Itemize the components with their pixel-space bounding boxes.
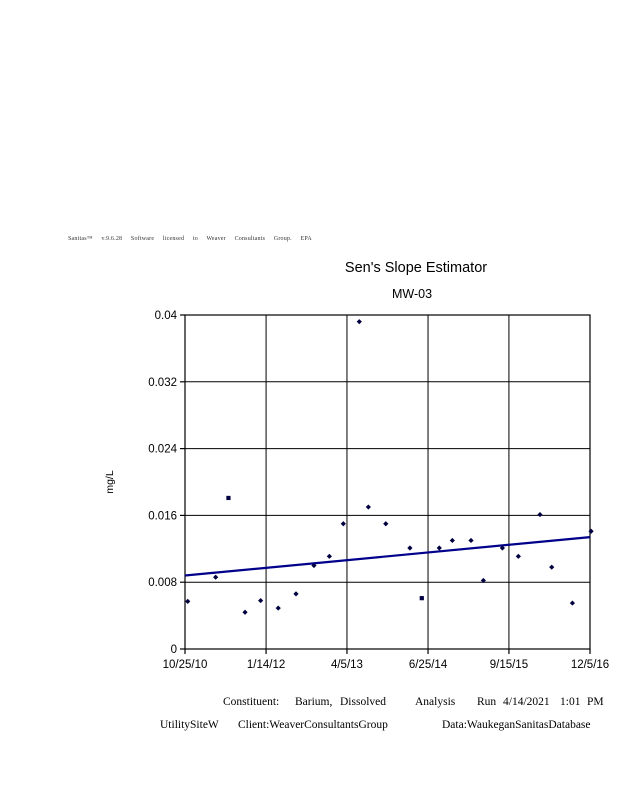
data-point <box>449 537 455 544</box>
y-tick-label: 0.016 <box>148 510 177 522</box>
chart-title: Sen's Slope Estimator <box>344 260 488 276</box>
x-tick-label: 10/25/10 <box>163 659 208 671</box>
data-point <box>326 553 332 559</box>
chart-subtitle: MW-03 <box>391 287 433 301</box>
data-point <box>468 537 474 544</box>
plot-border <box>184 314 591 650</box>
data-point <box>293 591 299 597</box>
data-point <box>436 545 442 551</box>
data-point <box>515 553 521 559</box>
footer-constituent-label: Constituent: <box>223 696 280 708</box>
y-tick-label: 0.024 <box>148 444 177 456</box>
data-point <box>407 545 413 551</box>
data-point <box>549 564 555 570</box>
footer-client: Client:WeaverConsultantsGroup <box>238 719 388 731</box>
footer-run-ampm: PM <box>587 696 604 708</box>
data-point <box>242 609 248 615</box>
license-text: Sanitas™ v.9.6.28 Software licensed to W… <box>68 236 312 242</box>
sens-slope-trend-line <box>184 536 591 577</box>
y-tick-label: 0 <box>171 644 177 656</box>
footer-site: UtilitySiteW <box>160 719 219 731</box>
x-tick-label: 6/25/14 <box>409 659 448 671</box>
y-tick-label: 0.008 <box>148 577 177 589</box>
data-point <box>213 574 219 580</box>
data-point <box>275 605 281 611</box>
data-point <box>537 511 543 518</box>
footer-constituent-fraction: Dissolved <box>340 696 386 708</box>
y-tick-label: 0.032 <box>148 377 177 389</box>
data-point <box>499 545 505 551</box>
data-point <box>340 521 346 527</box>
x-tick-label: 4/5/13 <box>331 659 363 671</box>
footer-run-time: 1:01 <box>560 696 581 708</box>
data-point <box>311 562 317 569</box>
data-point <box>258 597 264 604</box>
x-tick-label: 12/5/16 <box>571 659 609 671</box>
y-axis-label: mg/L <box>104 470 116 494</box>
footer-database: Data:WaukeganSanitasDatabase <box>442 719 591 731</box>
footer-run-label: Run <box>477 696 497 708</box>
x-tick-label: 9/15/15 <box>490 659 528 671</box>
footer-constituent-name: Barium, <box>295 696 333 708</box>
data-point <box>480 577 486 584</box>
data-point <box>588 528 594 534</box>
data-point <box>419 596 424 601</box>
x-tick-label: 1/14/12 <box>247 659 285 671</box>
footer-run-date: 4/14/2021 <box>503 696 550 708</box>
data-point <box>365 504 371 510</box>
data-point <box>383 521 389 527</box>
data-point <box>226 495 231 501</box>
data-point <box>185 598 191 605</box>
y-tick-label: 0.04 <box>155 310 178 322</box>
footer-analysis-label: Analysis <box>415 696 456 708</box>
data-point <box>356 319 362 325</box>
data-point <box>569 600 576 606</box>
